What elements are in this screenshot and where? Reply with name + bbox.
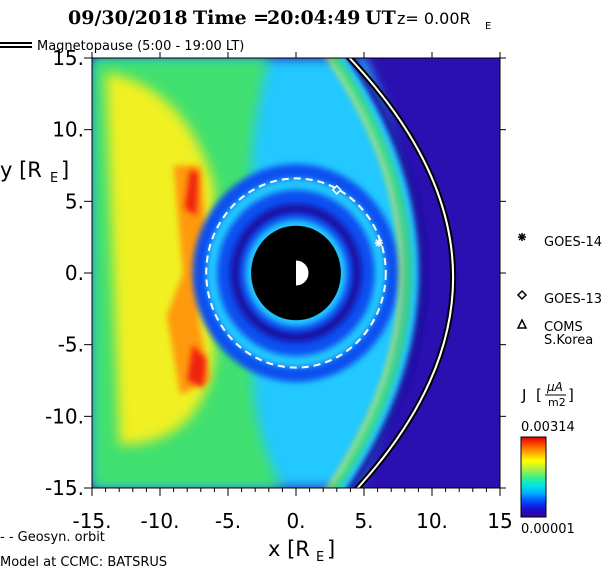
header-z-sub: E (485, 21, 491, 32)
y-tick-label: 5. (65, 189, 84, 213)
header-z-label: z= 0.00R (397, 9, 471, 28)
goes-14-legend-label: GOES-14 (544, 235, 602, 250)
x-tick-label: 0. (286, 509, 305, 533)
model-label: Model at CCMC: BATSRUS (0, 555, 167, 570)
y-tick-label: 0. (65, 261, 84, 285)
x-axis-label-sub: E (316, 550, 324, 565)
y-axis-label-close: ] (61, 158, 69, 182)
colorbar-label: J (521, 386, 526, 404)
y-axis-label-sub: E (50, 171, 58, 186)
y-tick-label: 15. (52, 46, 84, 70)
field-red-region (184, 169, 207, 388)
y-tick-label: 10. (52, 118, 84, 142)
geosyn-legend-label: - - Geosyn. orbit (0, 530, 105, 545)
coms-legend-icon (516, 318, 528, 329)
colorbar-bracket-open: [ (536, 386, 542, 404)
x-tick-label: -15. (72, 509, 111, 533)
colorbar-unit-bottom: m2 (548, 396, 566, 409)
y-tick-label: -10. (45, 404, 84, 428)
field-band-3 (326, 58, 403, 488)
header-time-label: Time = (193, 7, 269, 29)
header-date: 09/30/2018 (68, 7, 188, 29)
goes-13-marker (331, 184, 342, 195)
earth-night-side (283, 260, 296, 286)
magnetopause-inner (348, 58, 455, 488)
field-orange-region (166, 165, 211, 395)
magnetopause-legend-label: Magnetopause (5:00 - 19:00 LT) (37, 39, 244, 54)
colorbar-bracket-close: ] (568, 386, 574, 404)
y-axis-label: y [R (0, 158, 42, 182)
colorbar-unit-top: μA (546, 380, 563, 394)
goes-14-marker (374, 238, 383, 247)
x-axis-label: x [R (268, 537, 310, 561)
y-tick-label: -5. (58, 333, 84, 357)
x-tick-label: 5. (354, 509, 373, 533)
field-band-0 (340, 58, 427, 488)
x-tick-label: -5. (215, 509, 241, 533)
axis-tick-labels: -15. -10. -5. 0. 5. 10. 15 15. 10. 5. 0. -5. -10. -15… (45, 46, 513, 533)
header-time-unit: UT (365, 7, 396, 29)
colorbar-gradient (520, 436, 547, 518)
field-band-1 (334, 58, 419, 488)
x-tick-label: 10. (416, 509, 448, 533)
goes-13-legend-icon (516, 289, 528, 301)
y-tick-label: -15. (45, 476, 84, 500)
geosyn-orbit (205, 177, 387, 369)
goes-13-legend-label: GOES-13 (544, 292, 602, 307)
current-density-heatmap (92, 58, 500, 488)
header-time: 20:04:49 (267, 7, 360, 29)
goes-14-legend-icon (518, 233, 526, 241)
coms-legend-label-line1: COMS (544, 320, 583, 335)
field-band-2 (331, 58, 412, 488)
colorbar-min-label: 0.00001 (521, 522, 575, 537)
coms-legend-label-line2: S.Korea (544, 333, 593, 348)
colorbar-max-label: 0.00314 (521, 420, 575, 435)
x-tick-label: -10. (140, 509, 179, 533)
x-axis-label-close: ] (327, 537, 335, 561)
axis-ticks (84, 52, 506, 496)
x-tick-label: 15 (487, 509, 512, 533)
